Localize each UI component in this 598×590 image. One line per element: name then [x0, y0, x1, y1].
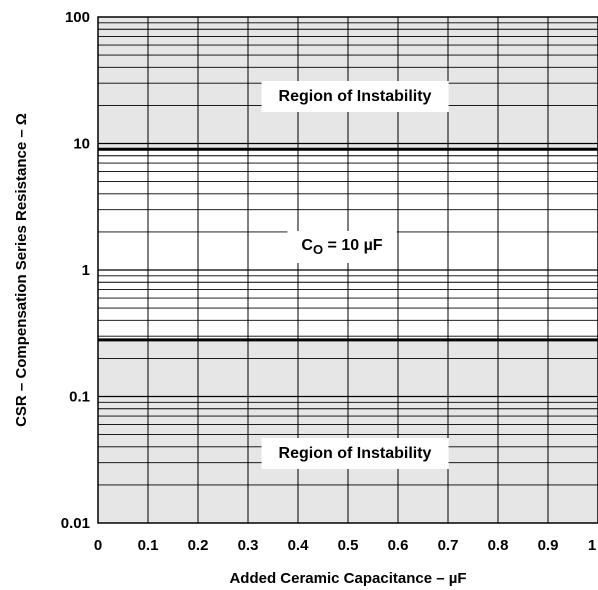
x-tick-label: 0.9 [538, 537, 559, 554]
region-label-bottom-background [261, 438, 449, 469]
x-tick-label: 1 [588, 537, 596, 554]
plot-frame [97, 16, 598, 524]
capacitance-label-main: C [301, 237, 313, 254]
capacitance-label-sub: O [313, 242, 323, 257]
capacitance-label-rest: = 10 µF [323, 237, 383, 254]
x-tick-labels: 0 0.1 0.2 0.3 0.4 0.5 0.6 0.7 0.8 0.9 1 [94, 537, 596, 554]
x-tick-label: 0.2 [188, 537, 209, 554]
region-label-top-background [261, 81, 449, 112]
x-axis-title: Added Ceramic Capacitance – µF [229, 570, 466, 587]
x-tick-label: 0.4 [288, 537, 310, 554]
x-tick-label: 0.5 [338, 537, 359, 554]
capacitance-label: CO = 10 µF [301, 237, 382, 257]
y-tick-label: 10 [73, 136, 90, 153]
x-tick-label: 0 [94, 537, 102, 554]
y-tick-label: 100 [65, 9, 90, 26]
region-label-top: Region of Instability [279, 88, 432, 105]
stability-boundaries [98, 147, 598, 342]
y-tick-labels: 0.01 0.1 1 10 100 [61, 9, 90, 532]
x-tick-label: 0.3 [238, 537, 259, 554]
capacitance-label-background [287, 231, 397, 263]
x-tick-label: 0.7 [438, 537, 459, 554]
x-tick-label: 0.8 [488, 537, 509, 554]
x-tick-label: 0.6 [388, 537, 409, 554]
y-tick-label: 0.1 [69, 389, 90, 406]
y-tick-label: 0.01 [61, 515, 90, 532]
y-axis-title: CSR – Compensation Series Resistance – Ω [13, 113, 30, 427]
y-tick-label: 1 [82, 262, 90, 279]
x-tick-label: 0.1 [138, 537, 159, 554]
region-label-bottom: Region of Instability [279, 445, 432, 462]
